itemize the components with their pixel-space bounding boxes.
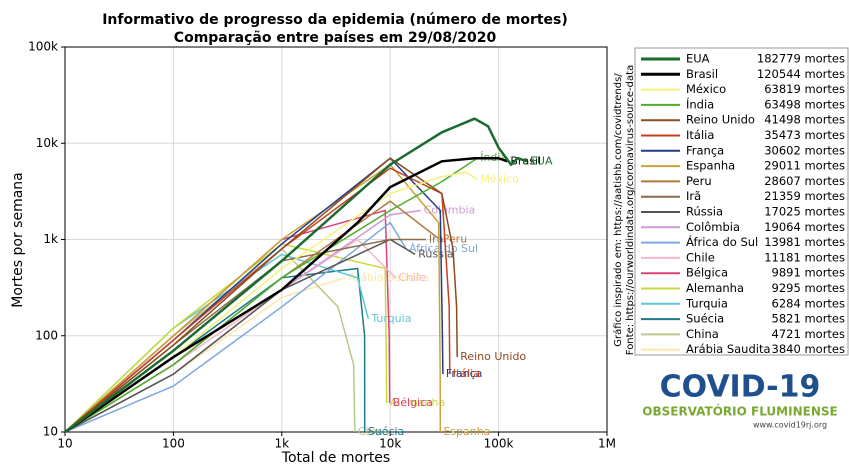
series-end-label: Suécia [368, 425, 405, 438]
series-end-label: Espanha [443, 425, 490, 438]
chart-title: Informativo de progresso da epidemia (nú… [102, 12, 568, 28]
y-axis-label: Mortes por semana [10, 172, 26, 307]
legend-label: Chile [686, 250, 715, 264]
chart-subtitle: Comparação entre países em 29/08/2020 [174, 30, 497, 46]
source: Fonte: https://ourworldindata.org/corona… [625, 65, 636, 355]
series-line [64, 157, 478, 433]
series-end-label: França [446, 367, 483, 380]
series-end-label: EUA [530, 154, 553, 167]
y-tick-label: 100k [28, 40, 58, 54]
legend-value: 3840 mortes [772, 342, 845, 356]
legend-label: França [686, 143, 724, 157]
legend-label: EUA [686, 52, 710, 66]
legend-label: Bélgica [686, 266, 728, 280]
x-tick-label: 10k [379, 437, 401, 451]
legend-value: 182779 mortes [757, 52, 845, 66]
x-tick-label: 100 [162, 437, 185, 451]
legend-value: 11181 mortes [764, 250, 845, 264]
series-end-label: Turquia [370, 312, 411, 325]
series-line [64, 117, 528, 433]
legend-value: 17025 mortes [764, 205, 845, 219]
legend-value: 120544 mortes [757, 67, 845, 81]
series-end-label: México [480, 173, 519, 186]
legend-value: 30602 mortes [764, 143, 845, 157]
legend-label: Índia [686, 96, 714, 111]
series-end-label: China [358, 425, 389, 438]
legend-value: 41498 mortes [764, 113, 845, 127]
series-end-label: Alemanha [390, 396, 446, 409]
series-end-label: Reino Unido [460, 350, 526, 363]
legend-label: Irã [686, 189, 701, 203]
y-tick-label: 10k [36, 136, 58, 150]
legend-label: Espanha [686, 159, 735, 173]
source-note: Gráfico inspirado em: https://aatishb.co… [612, 73, 624, 347]
series-line [64, 167, 451, 433]
legend-label: África do Sul [686, 234, 758, 249]
series-end-label: Bélgica [393, 396, 433, 409]
series-line [64, 156, 508, 434]
legend-label: Brasil [686, 67, 718, 81]
legend-value: 63498 mortes [764, 97, 845, 111]
series-end-label: Arábia Saudita [348, 271, 429, 284]
logo-title: COVID-19 [660, 370, 821, 405]
plot-frame [64, 46, 608, 433]
legend-value: 21359 mortes [764, 189, 845, 203]
legend-label: Rússia [686, 205, 723, 219]
legend-label: Colômbia [686, 220, 740, 234]
x-tick-label: 1M [598, 437, 616, 451]
legend-value: 28607 mortes [764, 174, 845, 188]
legend-label: Arábia Saudita [686, 342, 771, 356]
y-tick-label: 100 [35, 328, 58, 342]
logo-subtitle: OBSERVATÓRIO FLUMINENSE [642, 404, 837, 419]
series-end-label: Irã [429, 233, 444, 246]
legend-label: México [686, 82, 726, 96]
legend-label: Alemanha [686, 281, 744, 295]
legend-label: Reino Unido [686, 113, 755, 127]
legend-value: 4721 mortes [772, 327, 845, 341]
series-line [64, 157, 458, 433]
series-end-label: Peru [443, 233, 468, 246]
x-axis-label: Total de mortes [281, 450, 390, 466]
legend-value: 5821 mortes [772, 312, 845, 326]
legend-label: Peru [686, 174, 712, 188]
legend-value: 6284 mortes [772, 296, 845, 310]
x-tick-label: 10 [57, 437, 72, 451]
x-tick-label: 1k [275, 437, 290, 451]
y-tick-label: 10 [43, 425, 58, 439]
series-end-label: Itália [453, 367, 480, 380]
legend-label: China [686, 327, 719, 341]
series-line [64, 221, 407, 433]
legend-label: Suécia [686, 312, 724, 326]
legend-value: 35473 mortes [764, 128, 845, 142]
legend-value: 13981 mortes [764, 235, 845, 249]
series-end-label: Rússia [418, 247, 453, 260]
legend-label: Turquia [685, 296, 728, 310]
series-end-label: Chile [398, 271, 426, 284]
legend-value: 19064 mortes [764, 220, 845, 234]
y-tick-label: 1k [43, 232, 58, 246]
logo-url: www.covid19rj.org [753, 421, 827, 430]
legend-value: 9295 mortes [772, 281, 845, 295]
x-tick-label: 100k [484, 437, 514, 451]
legend-value: 63819 mortes [764, 82, 845, 96]
legend-value: 29011 mortes [764, 159, 845, 173]
legend-label: Itália [686, 128, 714, 142]
legend-value: 9891 mortes [772, 266, 845, 280]
series-end-label: África do Sul [409, 242, 478, 255]
